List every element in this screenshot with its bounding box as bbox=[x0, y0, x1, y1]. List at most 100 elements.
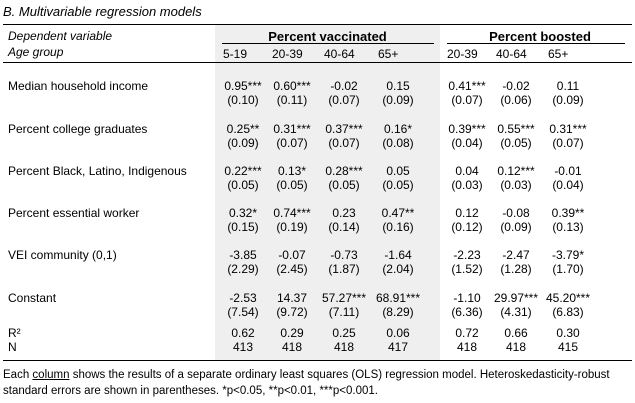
table-cell: -0.73 (1.87) bbox=[318, 248, 370, 276]
table-cell: 45.20*** (6.83) bbox=[542, 291, 594, 319]
table-cell: 0.47** (0.16) bbox=[372, 206, 424, 234]
table-cell: -0.08 (0.09) bbox=[490, 206, 542, 234]
standard-error: (0.15) bbox=[227, 220, 259, 234]
n-value: 418 bbox=[281, 340, 303, 354]
table-cell: 0.15 (0.09) bbox=[372, 79, 424, 107]
age-header: 5-19 bbox=[223, 47, 248, 61]
coefficient: 0.60*** bbox=[273, 79, 311, 93]
table-cell: -2.47 (1.28) bbox=[490, 248, 542, 276]
coefficient: 0.16* bbox=[383, 122, 413, 136]
table-cell: 0.39** (0.13) bbox=[542, 206, 594, 234]
coefficient: -3.79* bbox=[551, 248, 585, 262]
table-cell: -0.02 (0.06) bbox=[490, 79, 542, 107]
r-squared-value: 0.66 bbox=[504, 326, 528, 340]
standard-error: (0.08) bbox=[382, 136, 414, 150]
table-cell: 0.22*** (0.05) bbox=[217, 164, 269, 192]
standard-error: (0.05) bbox=[382, 178, 414, 192]
standard-error: (7.11) bbox=[328, 305, 360, 319]
age-header: 40-64 bbox=[324, 47, 355, 61]
coefficient: 0.41*** bbox=[448, 79, 486, 93]
standard-error: (0.05) bbox=[276, 178, 308, 192]
standard-error: (0.07) bbox=[451, 93, 483, 107]
group-underline-vaccinated bbox=[222, 43, 434, 44]
coefficient: -0.02 bbox=[330, 79, 358, 93]
standard-error: (1.70) bbox=[552, 262, 584, 276]
age-header: 65+ bbox=[378, 47, 399, 61]
table-cell: 0.04 (0.03) bbox=[441, 164, 493, 192]
standard-error: (0.04) bbox=[552, 178, 584, 192]
coefficient: -0.02 bbox=[502, 79, 530, 93]
age-header: 65+ bbox=[548, 47, 569, 61]
standard-error: (0.14) bbox=[328, 220, 360, 234]
table-cell: -3.79* (1.70) bbox=[542, 248, 594, 276]
coefficient: -2.23 bbox=[453, 248, 481, 262]
table-title: B. Multivariable regression models bbox=[3, 4, 202, 19]
standard-error: (2.45) bbox=[276, 262, 308, 276]
table-cell: 0.31*** (0.07) bbox=[266, 122, 318, 150]
table-cell: 68.91*** (8.29) bbox=[372, 291, 424, 319]
r-squared-value: 0.29 bbox=[280, 326, 304, 340]
standard-error: (0.07) bbox=[552, 136, 584, 150]
coefficient: 0.95*** bbox=[224, 79, 262, 93]
table-cell: -1.64 (2.04) bbox=[372, 248, 424, 276]
standard-error: (1.52) bbox=[451, 262, 483, 276]
r-squared-value: 0.30 bbox=[556, 326, 580, 340]
coefficient: -0.07 bbox=[278, 248, 306, 262]
table-cell: 0.32* (0.15) bbox=[217, 206, 269, 234]
standard-error: (0.10) bbox=[227, 93, 259, 107]
coefficient: 0.11 bbox=[556, 79, 580, 93]
coefficient: -1.10 bbox=[453, 291, 481, 305]
table-cell: 0.28*** (0.05) bbox=[318, 164, 370, 192]
coefficient: -0.08 bbox=[502, 206, 530, 220]
r-squared-label: R² bbox=[8, 326, 21, 340]
r-squared-value: 0.25 bbox=[332, 326, 356, 340]
n-value: 415 bbox=[557, 340, 579, 354]
standard-error: (0.03) bbox=[451, 178, 483, 192]
table-cell: 0.31*** (0.07) bbox=[542, 122, 594, 150]
table-cell: 0.25** (0.09) bbox=[217, 122, 269, 150]
r-squared-value: 0.62 bbox=[231, 326, 255, 340]
row-label: Percent Black, Latino, Indigenous bbox=[8, 164, 187, 178]
n-label: N bbox=[8, 340, 17, 354]
coefficient: 0.55*** bbox=[497, 122, 535, 136]
standard-error: (0.03) bbox=[500, 178, 532, 192]
standard-error: (0.05) bbox=[500, 136, 532, 150]
table-cell: 0.60*** (0.11) bbox=[266, 79, 318, 107]
n-value: 418 bbox=[333, 340, 355, 354]
table-cell: 0.74*** (0.19) bbox=[266, 206, 318, 234]
dependent-variable-label: Dependent variable bbox=[8, 29, 113, 43]
age-header: 20-39 bbox=[447, 47, 478, 61]
n-value: 418 bbox=[456, 340, 478, 354]
coefficient: 0.12 bbox=[455, 206, 479, 220]
coefficient: 0.32* bbox=[228, 206, 258, 220]
table-cell: 0.23 (0.14) bbox=[318, 206, 370, 234]
coefficient: 0.15 bbox=[386, 79, 410, 93]
coefficient: 68.91*** bbox=[375, 291, 421, 305]
standard-error: (0.13) bbox=[552, 220, 584, 234]
standard-error: (2.29) bbox=[227, 262, 259, 276]
coefficient: -2.47 bbox=[502, 248, 530, 262]
table-cell: 0.05 (0.05) bbox=[372, 164, 424, 192]
standard-error: (7.54) bbox=[227, 305, 259, 319]
table-cell: 0.16* (0.08) bbox=[372, 122, 424, 150]
table-cell: 57.27*** (7.11) bbox=[318, 291, 370, 319]
standard-error: (1.87) bbox=[328, 262, 360, 276]
standard-error: (2.04) bbox=[382, 262, 414, 276]
n-value: 413 bbox=[232, 340, 254, 354]
standard-error: (0.05) bbox=[328, 178, 360, 192]
coefficient: 0.23 bbox=[332, 206, 356, 220]
standard-error: (0.16) bbox=[382, 220, 414, 234]
coefficient: 0.74*** bbox=[273, 206, 311, 220]
table-cell: 0.39*** (0.04) bbox=[441, 122, 493, 150]
standard-error: (4.31) bbox=[500, 305, 532, 319]
r-squared-value: 0.06 bbox=[386, 326, 410, 340]
group-header-vaccinated: Percent vaccinated bbox=[268, 29, 387, 44]
table-cell: -0.07 (2.45) bbox=[266, 248, 318, 276]
coefficient: -3.85 bbox=[229, 248, 257, 262]
coefficient: 0.31*** bbox=[549, 122, 587, 136]
table-cell: -2.53 (7.54) bbox=[217, 291, 269, 319]
table-cell: -0.02 (0.07) bbox=[318, 79, 370, 107]
row-label: Percent college graduates bbox=[8, 122, 148, 136]
coefficient: -2.53 bbox=[229, 291, 257, 305]
standard-error: (6.36) bbox=[451, 305, 483, 319]
